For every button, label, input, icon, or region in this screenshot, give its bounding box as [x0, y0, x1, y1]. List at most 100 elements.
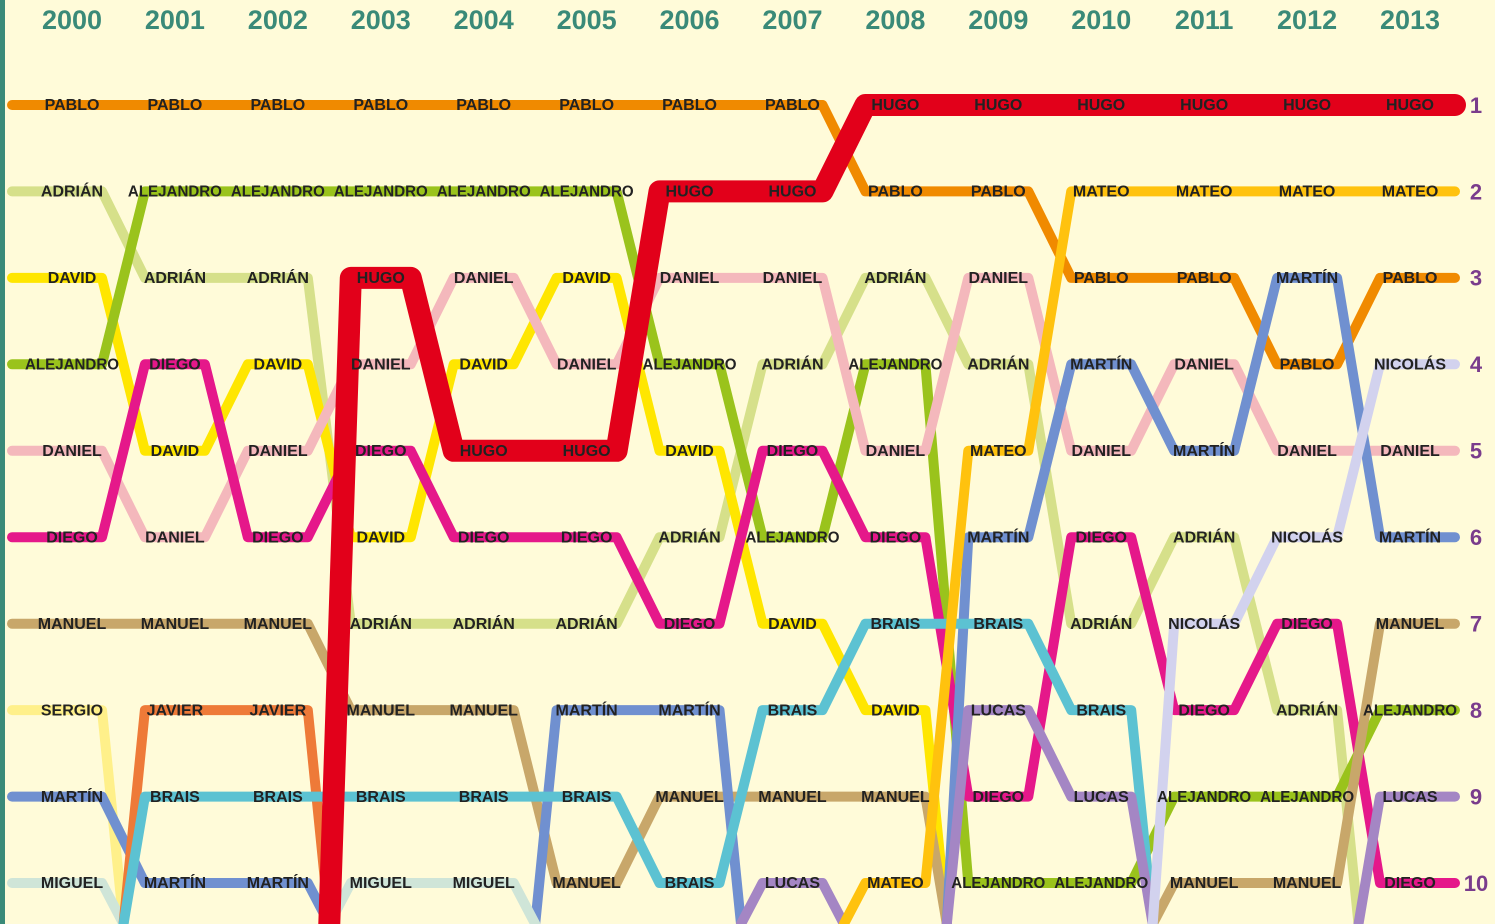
name-line: [7, 272, 952, 924]
name-label: DIEGO: [664, 616, 716, 633]
name-label: BRAIS: [356, 789, 406, 806]
name-line: [941, 705, 1158, 924]
name-label: DIEGO: [870, 529, 922, 546]
rank-label: 2: [1470, 179, 1482, 204]
name-label: MATEO: [1279, 184, 1336, 201]
name-label: MIGUEL: [350, 875, 412, 892]
year-label: 2005: [557, 5, 617, 35]
name-label: JAVIER: [147, 702, 204, 719]
name-line: [7, 359, 1460, 888]
name-line: [530, 705, 746, 924]
name-label: BRAIS: [870, 616, 920, 633]
name-label: DIEGO: [252, 529, 304, 546]
rank-label: 3: [1470, 266, 1482, 291]
name-line: [941, 272, 1460, 924]
name-label: DAVID: [48, 270, 97, 287]
year-label: 2006: [659, 5, 719, 35]
name-label: MANUEL: [655, 789, 724, 806]
name-label: PABLO: [765, 97, 820, 114]
name-label: MANUEL: [347, 702, 416, 719]
name-label: ALEJANDRO: [1260, 789, 1354, 806]
name-label: ADRIÁN: [761, 355, 823, 374]
name-label: DANIEL: [1380, 443, 1440, 460]
name-label: BRAIS: [768, 702, 818, 719]
name-label: DAVID: [459, 357, 508, 374]
name-label: MANUEL: [38, 616, 107, 633]
highlight-line: [318, 94, 1466, 924]
name-label: MATEO: [970, 443, 1027, 460]
name-label: DANIEL: [42, 443, 102, 460]
name-label: HUGO: [666, 184, 714, 201]
rank-label: 7: [1470, 611, 1482, 636]
name-label: HUGO: [1077, 97, 1125, 114]
name-label: ADRIÁN: [350, 614, 412, 633]
name-label: DANIEL: [1277, 443, 1337, 460]
name-label: MATEO: [1073, 184, 1130, 201]
name-label: LUCAS: [971, 702, 1026, 719]
name-line: [7, 100, 1460, 370]
name-label: HUGO: [1386, 97, 1434, 114]
name-label: DAVID: [151, 443, 200, 460]
name-label: ALEJANDRO: [1363, 702, 1457, 719]
name-label: MANUEL: [1273, 875, 1342, 892]
year-label: 2000: [42, 5, 102, 35]
name-label: NICOLÁS: [1168, 614, 1240, 633]
name-label: MARTÍN: [1070, 355, 1132, 374]
year-label: 2008: [865, 5, 925, 35]
name-label: ADRIÁN: [453, 614, 515, 633]
name-label: DANIEL: [248, 443, 308, 460]
labels: PABLO PABLO PABLO PABLO PABLO PABLO PABLO PABLO…: [25, 97, 1457, 892]
name-label: HUGO: [460, 443, 508, 460]
name-label: ADRIÁN: [1276, 700, 1338, 719]
name-label: DANIEL: [969, 270, 1029, 287]
name-line: [118, 618, 1158, 924]
name-label: HUGO: [357, 270, 405, 287]
year-label: 2010: [1071, 5, 1131, 35]
name-label: ADRIÁN: [864, 268, 926, 287]
name-label: MANUEL: [1376, 616, 1445, 633]
name-label: DIEGO: [46, 529, 98, 546]
name-line: [1353, 791, 1460, 924]
name-line: [7, 186, 1460, 888]
name-label: DANIEL: [454, 270, 514, 287]
name-label: DIEGO: [1075, 529, 1127, 546]
name-label: MANUEL: [861, 789, 930, 806]
name-label: DANIEL: [557, 357, 617, 374]
name-label: MANUEL: [758, 789, 827, 806]
name-label: PABLO: [353, 97, 408, 114]
name-label: HUGO: [974, 97, 1022, 114]
name-label: MANUEL: [552, 875, 621, 892]
name-label: ALEJANDRO: [1157, 789, 1251, 806]
name-label: LUCAS: [1382, 789, 1437, 806]
name-label: DANIEL: [763, 270, 823, 287]
lines: [7, 94, 1466, 924]
name-label: PABLO: [971, 184, 1026, 201]
name-label: ALEJANDRO: [128, 184, 222, 201]
name-label: BRAIS: [253, 789, 303, 806]
name-line: [7, 186, 1364, 924]
name-line: [736, 878, 849, 924]
name-label: ALEJANDRO: [1054, 875, 1148, 892]
name-label: PABLO: [148, 97, 203, 114]
name-label: PABLO: [1177, 270, 1232, 287]
rank-label: 8: [1470, 698, 1482, 723]
year-label: 2011: [1175, 5, 1234, 35]
rank-label: 6: [1470, 525, 1482, 550]
name-label: DIEGO: [1178, 702, 1230, 719]
name-label: PABLO: [559, 97, 614, 114]
name-label: DANIEL: [1071, 443, 1131, 460]
name-label: HUGO: [1283, 97, 1331, 114]
name-label: MARTÍN: [1173, 441, 1235, 460]
name-label: BRAIS: [1076, 702, 1126, 719]
name-label: MARTÍN: [658, 700, 720, 719]
name-line: [7, 791, 335, 924]
name-label: DIEGO: [973, 789, 1025, 806]
name-label: PABLO: [868, 184, 923, 201]
rank-label: 9: [1470, 784, 1482, 809]
name-label: LUCAS: [765, 875, 820, 892]
name-label: ALEJANDRO: [540, 184, 634, 201]
name-label: PABLO: [1074, 270, 1129, 287]
name-label: DIEGO: [149, 357, 201, 374]
name-label: DIEGO: [561, 529, 613, 546]
